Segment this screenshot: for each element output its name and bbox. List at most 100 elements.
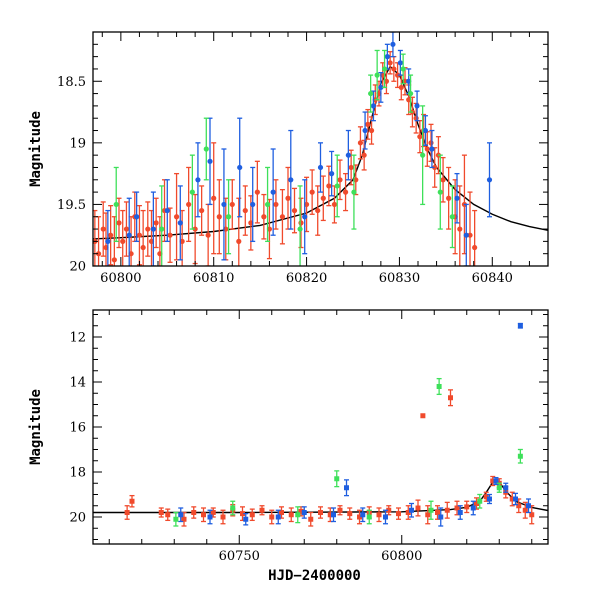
data-point-blue <box>370 103 377 109</box>
data-point-blue <box>384 54 390 60</box>
data-point-blue <box>164 207 170 214</box>
data-point-blue <box>360 512 366 518</box>
data-point-red <box>337 177 343 183</box>
data-point-red <box>446 195 452 201</box>
data-point-green <box>420 152 426 158</box>
data-point-blue <box>397 60 403 66</box>
data-point-red <box>123 226 130 232</box>
data-point-red <box>435 510 440 515</box>
data-point-red <box>357 140 364 146</box>
x-tick-label: 60840 <box>472 271 513 286</box>
data-point-blue <box>503 485 509 491</box>
data-point-red <box>425 512 431 518</box>
data-point-blue <box>517 323 523 329</box>
x-tick-label: 60750 <box>219 549 260 564</box>
data-point-red <box>220 514 226 520</box>
data-point-red <box>474 501 479 506</box>
data-point-red <box>201 512 206 518</box>
data-point-blue <box>178 512 184 518</box>
data-point-red <box>210 510 216 515</box>
data-point-blue <box>454 195 460 201</box>
data-point-green <box>230 505 236 511</box>
data-point-green <box>477 498 483 504</box>
data-point-blue <box>288 177 294 183</box>
data-point-red <box>298 508 304 514</box>
data-point-blue <box>344 485 349 491</box>
data-point-green <box>189 189 195 195</box>
data-point-red <box>261 214 267 220</box>
data-point-red <box>173 214 180 220</box>
data-point-red <box>490 478 496 484</box>
data-point-red <box>240 511 245 517</box>
data-point-red <box>327 512 333 518</box>
data-point-green <box>496 485 502 491</box>
data-point-red <box>298 220 304 226</box>
data-point-blue <box>207 158 213 164</box>
data-point-red <box>467 232 473 238</box>
data-point-red <box>124 510 130 515</box>
data-point-blue <box>105 238 111 244</box>
top-panel-y-axis-label: Magnitude <box>28 111 44 187</box>
data-point-blue <box>250 201 256 208</box>
data-point-blue <box>438 514 444 520</box>
data-point-red <box>483 494 489 500</box>
data-point-blue <box>317 164 324 171</box>
data-point-red <box>216 214 222 220</box>
bottom-panel-x-axis-label: HJD−2400000 <box>268 568 361 584</box>
data-point-red <box>464 504 470 510</box>
data-point-red <box>288 512 294 518</box>
data-point-blue <box>493 478 499 484</box>
data-point-blue <box>378 84 384 91</box>
data-point-red <box>136 232 143 238</box>
data-point-red <box>398 84 404 91</box>
data-point-green <box>173 516 179 522</box>
data-point-blue <box>275 514 281 520</box>
data-point-red <box>516 503 522 509</box>
data-point-blue <box>409 507 414 513</box>
data-point-red <box>308 516 314 522</box>
data-point-red <box>191 510 197 515</box>
data-point-red <box>120 238 126 244</box>
data-point-blue <box>331 512 336 518</box>
data-point-green <box>437 189 443 195</box>
data-point-green <box>113 201 119 208</box>
data-point-red <box>111 257 117 263</box>
data-point-blue <box>207 514 213 520</box>
y-tick-label: 18.5 <box>57 75 86 90</box>
data-point-red <box>457 226 463 232</box>
data-point-red <box>100 226 106 232</box>
data-point-red <box>415 505 421 511</box>
data-point-red <box>509 496 515 502</box>
data-point-red <box>361 152 367 158</box>
data-point-green <box>517 453 523 459</box>
data-point-red <box>420 413 426 419</box>
data-point-red <box>249 512 255 518</box>
data-point-blue <box>470 505 476 511</box>
data-point-red <box>211 195 217 201</box>
data-point-red <box>259 507 265 513</box>
data-point-green <box>449 214 455 220</box>
data-point-red <box>279 214 286 220</box>
data-point-blue <box>526 503 531 509</box>
data-point-blue <box>150 226 156 232</box>
data-point-red <box>342 189 349 195</box>
data-point-red <box>140 244 146 251</box>
data-point-green <box>334 183 340 189</box>
data-point-red <box>394 72 401 78</box>
data-point-green <box>264 201 271 208</box>
data-point-green <box>366 514 372 520</box>
data-point-red <box>205 232 211 238</box>
y-tick-label: 18 <box>69 466 86 481</box>
data-point-blue <box>134 214 140 220</box>
data-point-red <box>167 232 173 238</box>
data-point-red <box>145 226 151 232</box>
data-point-red <box>108 232 114 238</box>
data-point-red <box>158 510 164 515</box>
data-point-red <box>254 189 260 195</box>
data-point-red <box>192 226 198 232</box>
y-tick-label: 16 <box>69 421 86 436</box>
data-point-red <box>326 183 332 189</box>
data-point-red <box>318 510 323 515</box>
top-panel-zoom: 60800 60810 60820 60830 60840 18.5 19 19.5 20 Ma… <box>28 31 549 286</box>
y-tick-label: 19.5 <box>57 198 86 213</box>
